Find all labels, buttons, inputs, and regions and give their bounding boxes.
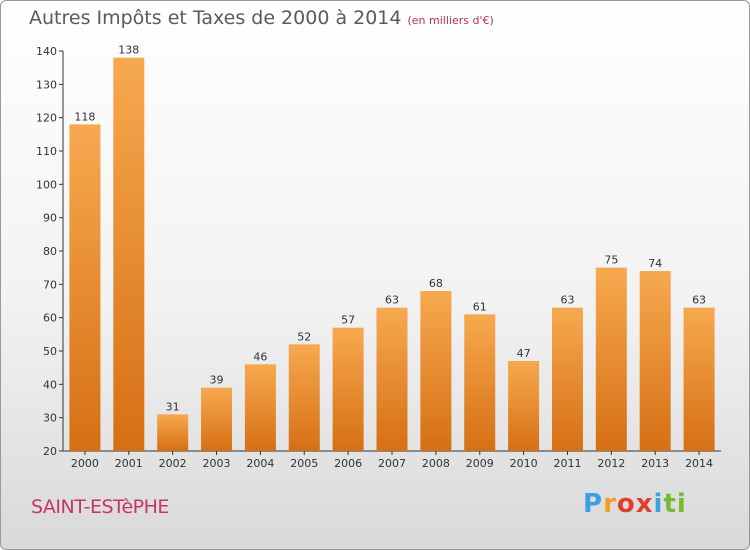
logo-letter: i — [676, 489, 687, 519]
x-tick-label: 2000 — [71, 457, 99, 470]
x-tick-label: 2001 — [115, 457, 143, 470]
x-tick-label: 2010 — [510, 457, 538, 470]
bar — [157, 414, 189, 451]
x-tick-label: 2014 — [685, 457, 713, 470]
bar — [244, 364, 276, 451]
bar — [508, 361, 540, 451]
bar-value-label: 138 — [118, 44, 139, 57]
bar-value-label: 47 — [517, 347, 531, 360]
bar — [69, 124, 101, 451]
x-tick-label: 2007 — [378, 457, 406, 470]
x-tick-label: 2009 — [466, 457, 494, 470]
bar-value-label: 74 — [648, 257, 662, 270]
bar-value-label: 63 — [385, 294, 399, 307]
y-tick-label: 60 — [43, 312, 57, 325]
x-tick-label: 2006 — [334, 457, 362, 470]
y-tick-label: 140 — [36, 45, 57, 58]
bar — [420, 291, 452, 451]
y-tick-label: 90 — [43, 212, 57, 225]
commune-name: SAINT-ESTèPHE — [31, 496, 169, 518]
logo-letter: x — [635, 489, 654, 519]
bar-value-label: 63 — [692, 294, 706, 307]
bar — [376, 307, 408, 451]
logo-letter: o — [616, 489, 636, 519]
x-tick-label: 2003 — [203, 457, 231, 470]
bar — [288, 344, 320, 451]
bar-value-label: 61 — [473, 300, 487, 313]
bar-value-label: 118 — [74, 110, 95, 123]
logo-letter: i — [653, 489, 664, 519]
y-tick-label: 120 — [36, 112, 57, 125]
bar — [464, 314, 496, 451]
x-tick-label: 2004 — [246, 457, 274, 470]
y-tick-label: 110 — [36, 145, 57, 158]
logo-letter: t — [663, 489, 677, 519]
y-tick-label: 100 — [36, 178, 57, 191]
bar — [201, 387, 233, 451]
y-tick-label: 80 — [43, 245, 57, 258]
bar-value-label: 68 — [429, 277, 443, 290]
bar-value-label: 31 — [166, 400, 180, 413]
chart-unit: (en milliers d'€) — [407, 14, 494, 27]
bar-value-label: 39 — [210, 374, 224, 387]
y-tick-label: 40 — [43, 378, 57, 391]
proxiti-logo: Proxiti — [583, 489, 687, 519]
x-tick-label: 2008 — [422, 457, 450, 470]
bar — [639, 271, 671, 451]
bar-value-label: 63 — [560, 294, 574, 307]
bar-value-label: 52 — [297, 330, 311, 343]
x-tick-label: 2013 — [641, 457, 669, 470]
y-tick-label: 20 — [43, 445, 57, 458]
logo-letter: P — [583, 489, 604, 519]
bar — [332, 327, 364, 451]
x-tick-label: 2002 — [159, 457, 187, 470]
y-tick-label: 50 — [43, 345, 57, 358]
x-tick-label: 2011 — [553, 457, 581, 470]
bar — [683, 307, 715, 451]
y-tick-label: 70 — [43, 278, 57, 291]
x-tick-label: 2012 — [597, 457, 625, 470]
data-labels: 118 138 31 39 46 52 57 63 68 61 47 63 75 74 63 — [74, 44, 706, 414]
bar — [113, 57, 145, 452]
chart-title-text: Autres Impôts et Taxes de 2000 à 2014 — [29, 7, 402, 29]
bar — [551, 307, 583, 451]
y-tick-label: 30 — [43, 412, 57, 425]
bar-value-label: 57 — [341, 314, 355, 327]
logo-letter: r — [603, 489, 617, 519]
bar-value-label: 46 — [253, 350, 267, 363]
x-tick-label: 2005 — [290, 457, 318, 470]
bar-value-label: 75 — [604, 254, 618, 267]
bars — [69, 57, 715, 452]
bar — [595, 267, 627, 451]
y-tick-label: 130 — [36, 78, 57, 91]
chart-title: Autres Impôts et Taxes de 2000 à 2014 (en… — [29, 7, 494, 29]
